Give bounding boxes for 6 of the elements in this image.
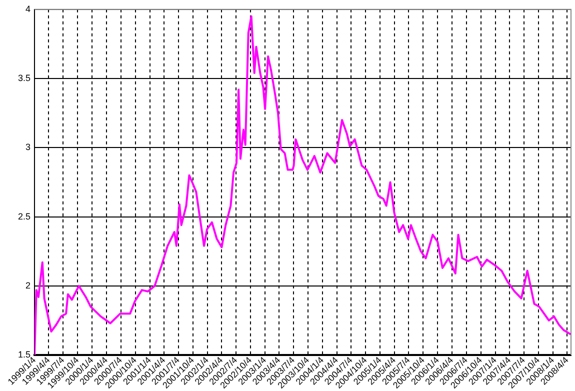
y-tick-label: 3.5 — [18, 73, 31, 84]
y-tick-label: 1.5 — [18, 350, 31, 360]
y-tick-label: 3 — [25, 142, 31, 152]
y-tick-label: 2 — [25, 280, 31, 290]
y-tick-label: 2.5 — [18, 211, 31, 222]
y-tick-label: 4 — [25, 4, 31, 14]
